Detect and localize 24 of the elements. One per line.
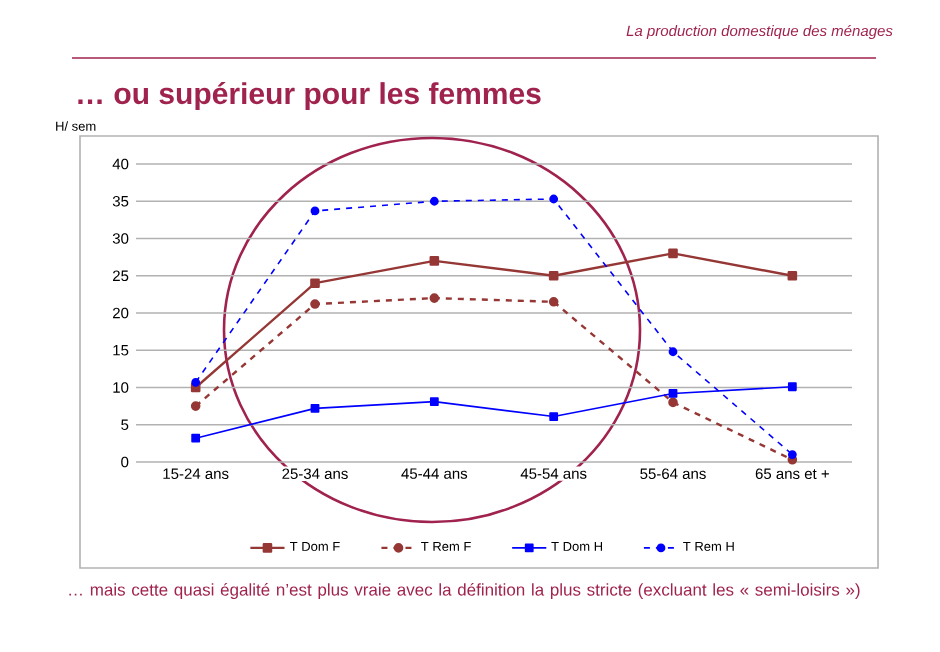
point — [429, 293, 440, 303]
point — [310, 403, 320, 413]
point — [668, 397, 678, 408]
point — [191, 377, 201, 387]
point — [668, 248, 678, 259]
point — [429, 397, 439, 407]
point — [549, 412, 559, 421]
point — [190, 401, 201, 411]
text: … mais cette quasi égalité n’est plus vraie avec la définition la plus stricte (excluant les « semi-loisirs ») — [69, 583, 860, 600]
chart-title: … ou supérieur pour les femmes — [78, 81, 541, 111]
point — [429, 196, 439, 206]
point — [787, 270, 798, 281]
point — [548, 270, 559, 281]
point — [548, 297, 559, 307]
point — [191, 433, 201, 443]
point — [668, 389, 678, 398]
point — [310, 278, 320, 288]
point — [310, 299, 320, 309]
point — [549, 194, 559, 204]
point — [668, 347, 678, 357]
point — [787, 382, 797, 392]
point — [787, 450, 797, 459]
point — [310, 206, 320, 216]
point — [429, 256, 440, 266]
